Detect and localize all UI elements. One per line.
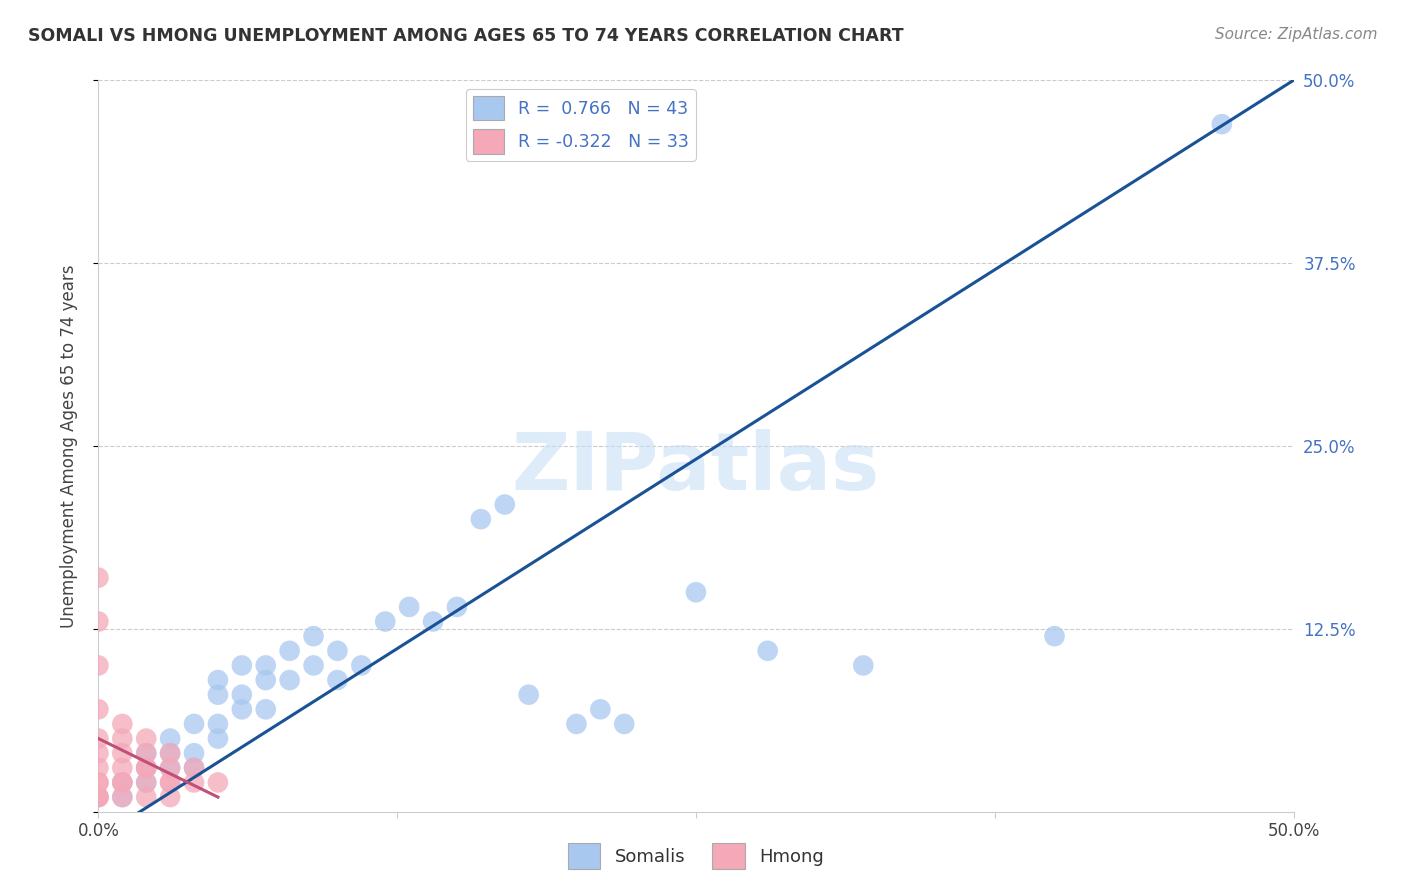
Point — [111, 746, 134, 760]
Point — [87, 731, 110, 746]
Point — [135, 775, 157, 789]
Point — [254, 673, 277, 687]
Point — [159, 746, 181, 760]
Point — [398, 599, 420, 614]
Legend: Somalis, Hmong: Somalis, Hmong — [561, 836, 831, 876]
Point — [159, 775, 181, 789]
Point — [254, 702, 277, 716]
Point — [111, 717, 134, 731]
Point — [159, 790, 181, 805]
Point — [111, 775, 134, 789]
Point — [111, 775, 134, 789]
Point — [87, 775, 110, 789]
Point — [207, 775, 229, 789]
Point — [135, 731, 157, 746]
Point — [183, 746, 205, 760]
Point — [87, 615, 110, 629]
Point — [159, 761, 181, 775]
Point — [135, 761, 157, 775]
Point — [231, 688, 253, 702]
Point — [159, 746, 181, 760]
Point — [685, 585, 707, 599]
Point — [589, 702, 612, 716]
Point — [111, 790, 134, 805]
Point — [135, 761, 157, 775]
Point — [87, 790, 110, 805]
Point — [302, 658, 325, 673]
Point — [470, 512, 492, 526]
Point — [159, 761, 181, 775]
Point — [207, 717, 229, 731]
Y-axis label: Unemployment Among Ages 65 to 74 years: Unemployment Among Ages 65 to 74 years — [59, 264, 77, 628]
Point — [87, 761, 110, 775]
Point — [231, 702, 253, 716]
Point — [565, 717, 588, 731]
Point — [159, 731, 181, 746]
Point — [1211, 117, 1233, 131]
Point — [183, 761, 205, 775]
Text: SOMALI VS HMONG UNEMPLOYMENT AMONG AGES 65 TO 74 YEARS CORRELATION CHART: SOMALI VS HMONG UNEMPLOYMENT AMONG AGES … — [28, 27, 904, 45]
Point — [278, 644, 301, 658]
Point — [135, 746, 157, 760]
Point — [87, 702, 110, 716]
Point — [87, 790, 110, 805]
Text: ZIPatlas: ZIPatlas — [512, 429, 880, 507]
Point — [111, 790, 134, 805]
Point — [183, 761, 205, 775]
Point — [183, 775, 205, 789]
Point — [613, 717, 636, 731]
Point — [87, 658, 110, 673]
Point — [231, 658, 253, 673]
Point — [446, 599, 468, 614]
Point — [422, 615, 444, 629]
Point — [326, 673, 349, 687]
Point — [278, 673, 301, 687]
Point — [135, 746, 157, 760]
Point — [159, 775, 181, 789]
Point — [111, 775, 134, 789]
Point — [1043, 629, 1066, 643]
Point — [756, 644, 779, 658]
Point — [87, 746, 110, 760]
Point — [302, 629, 325, 643]
Point — [183, 717, 205, 731]
Text: Source: ZipAtlas.com: Source: ZipAtlas.com — [1215, 27, 1378, 42]
Point — [111, 761, 134, 775]
Point — [87, 775, 110, 789]
Point — [494, 498, 516, 512]
Point — [254, 658, 277, 673]
Point — [135, 761, 157, 775]
Point — [207, 731, 229, 746]
Point — [374, 615, 396, 629]
Point — [852, 658, 875, 673]
Point — [326, 644, 349, 658]
Point — [87, 790, 110, 805]
Point — [207, 688, 229, 702]
Point — [207, 673, 229, 687]
Point — [350, 658, 373, 673]
Point — [135, 775, 157, 789]
Point — [135, 790, 157, 805]
Point — [87, 571, 110, 585]
Point — [517, 688, 540, 702]
Point — [111, 731, 134, 746]
